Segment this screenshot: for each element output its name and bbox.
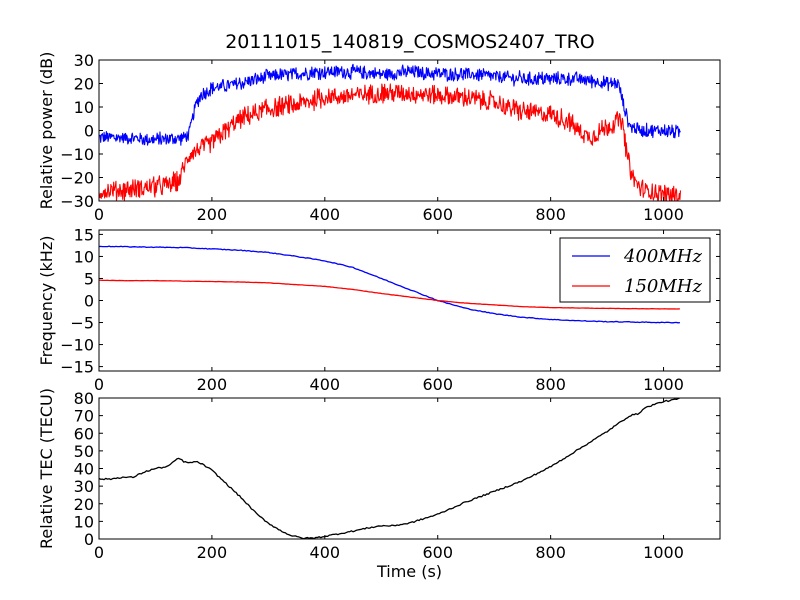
y-tick-label: 10 — [74, 247, 94, 266]
y-tick-label: −15 — [60, 358, 94, 377]
y-tick-label: 0 — [84, 122, 94, 141]
subplot-2: 0 200 400 600 800 1000 −15 −10 −5 0 5 10 15 Frequency… — [37, 225, 721, 394]
y-axis-label: Relative TEC (TECU) — [37, 388, 56, 549]
subplots: 0 200 400 600 800 1000−30−20−100102030Relativ… — [37, 51, 721, 581]
y-tick-label: 0 — [84, 292, 94, 311]
y-tick-label: 10 — [74, 98, 94, 117]
axes-frame — [98, 397, 721, 540]
x-tick-label: 600 — [422, 543, 453, 562]
legend-entry: 150MHz — [624, 276, 702, 297]
y-tick-label: 80 — [74, 389, 94, 408]
series-line-1-2 — [99, 83, 682, 201]
x-tick-label: 800 — [535, 543, 566, 562]
x-tick-label: 0 — [94, 205, 104, 224]
y-tick-label: −20 — [60, 169, 94, 188]
x-tick-label: 400 — [310, 375, 341, 394]
y-tick-label: −10 — [60, 145, 94, 164]
y-tick-label: 60 — [74, 424, 94, 443]
legend: 400MHz 150MHz — [559, 237, 711, 303]
y-tick-label: 0 — [84, 530, 94, 549]
x-tick-label: 800 — [535, 205, 566, 224]
legend-entry: 400MHz — [623, 246, 702, 267]
y-axis-label: Relative power (dB) — [37, 52, 56, 210]
y-tick-label: 50 — [74, 442, 94, 461]
x-tick-label: 600 — [422, 205, 453, 224]
x-tick-label: 600 — [422, 375, 453, 394]
x-tick-label: 800 — [535, 375, 566, 394]
series-line-1-1 — [99, 63, 681, 146]
y-tick-label: 30 — [74, 477, 94, 496]
x-tick-label: 200 — [197, 375, 228, 394]
x-tick-label: 200 — [197, 543, 228, 562]
x-tick-label: 400 — [310, 543, 341, 562]
y-tick-label: −30 — [60, 192, 94, 211]
y-tick-label: −10 — [60, 336, 94, 355]
series-line-3-1 — [99, 398, 681, 539]
x-tick-label: 1000 — [643, 375, 684, 394]
y-tick-label: 5 — [84, 269, 94, 288]
axes-frame — [98, 59, 721, 202]
y-axis-label: Frequency (kHz) — [37, 236, 56, 366]
x-tick-label: 200 — [197, 205, 228, 224]
x-tick-label: 0 — [94, 375, 104, 394]
y-tick-label: 30 — [74, 51, 94, 70]
y-tick-label: 70 — [74, 407, 94, 426]
y-tick-label: 10 — [74, 512, 94, 531]
chart-title: 20111015_140819_COSMOS2407_TRO — [225, 31, 595, 53]
legend-box — [559, 237, 711, 303]
x-tick-label: 0 — [94, 543, 104, 562]
y-tick-label: 15 — [74, 225, 94, 244]
x-tick-label: 1000 — [643, 543, 684, 562]
x-tick-label: 1000 — [643, 205, 684, 224]
y-tick-label: 20 — [74, 75, 94, 94]
y-tick-label: 20 — [74, 495, 94, 514]
y-tick-label: 40 — [74, 460, 94, 479]
series-line-2-1 — [99, 245, 680, 324]
x-axis-label: Time (s) — [376, 562, 442, 581]
series-line-2-2 — [99, 279, 680, 310]
x-tick-label: 400 — [310, 205, 341, 224]
subplot-1: 0 200 400 600 800 1000 −30 −20 −10 0 10 20 30 Relativ… — [37, 51, 721, 224]
y-tick-label: −5 — [70, 314, 94, 333]
